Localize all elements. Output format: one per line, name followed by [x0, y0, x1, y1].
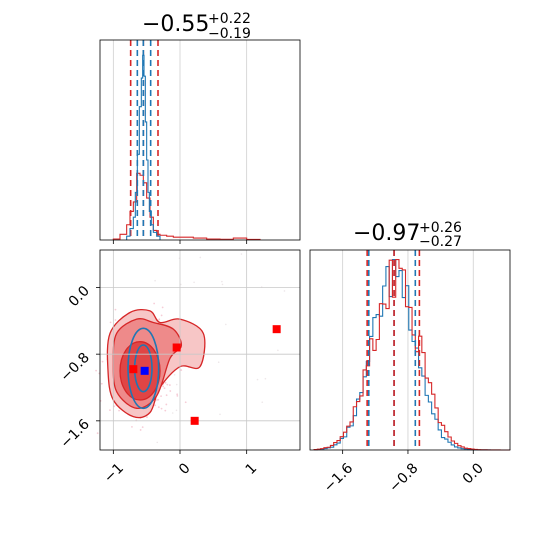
scatter-point	[162, 385, 165, 388]
scatter-point-sparse	[240, 253, 243, 255]
scatter-point	[168, 384, 171, 386]
scatter-point-sparse	[221, 283, 224, 286]
contour-blue-outer	[127, 327, 160, 410]
scatter-point-sparse	[261, 401, 264, 403]
top-left-histogram-panel	[99, 39, 301, 244]
scatter-point	[95, 369, 97, 372]
bl-x-tick-label-0: −1	[101, 460, 127, 486]
bl-y-tick-label-1: −0.8	[57, 350, 92, 385]
right-histogram-title-sub: −0.27	[419, 234, 462, 250]
bl-y-tick-label-2: −1.6	[57, 416, 92, 451]
scatter-point	[141, 426, 144, 428]
scatter-point	[169, 390, 172, 392]
scatter-point	[176, 394, 179, 397]
scatter-point	[146, 416, 148, 418]
scatter-point	[160, 314, 163, 317]
scatter-point-sparse	[173, 374, 176, 376]
bottom-right-histogram-panel: −1.6 −0.8 0.0	[309, 249, 511, 496]
red-marker-1	[129, 365, 138, 374]
scatter-point-sparse	[256, 378, 259, 381]
scatter-point	[96, 432, 99, 435]
scatter-point	[157, 406, 160, 409]
scatter-point	[109, 321, 112, 324]
top-histogram-title-sup: +0.22	[208, 11, 251, 27]
br-hist-series-0	[313, 258, 510, 451]
scatter-point	[158, 318, 161, 321]
scatter-point-sparse	[277, 349, 279, 352]
contour-level-inner	[119, 341, 161, 401]
bl-y-tick-label-0: 0.0	[66, 283, 93, 310]
scatter-point-sparse	[171, 412, 174, 414]
scatter-point	[164, 381, 167, 384]
scatter-point	[100, 382, 103, 385]
scatter-point	[160, 407, 163, 410]
scatter-point	[118, 409, 120, 412]
scatter-point	[139, 429, 142, 431]
red-marker-0	[172, 343, 181, 352]
bl-frame	[99, 249, 301, 451]
scatter-point-sparse	[175, 409, 178, 412]
red-marker-2	[190, 416, 199, 425]
blue-marker	[140, 366, 149, 375]
scatter-point	[160, 395, 162, 397]
br-hist-series-1	[313, 258, 511, 451]
scatter-point	[101, 360, 104, 363]
scatter-point	[154, 404, 157, 407]
scatter-point	[114, 319, 117, 321]
scatter-point-sparse	[219, 413, 221, 416]
bl-x-tick-label-2: 1	[243, 460, 261, 478]
scatter-point	[180, 369, 183, 371]
bottom-left-contour-panel: −1 0 1 0.0 −0.8 −1.6	[57, 249, 301, 486]
right-histogram-title-sup: +0.26	[419, 220, 462, 236]
scatter-point	[157, 398, 160, 401]
top-frame	[99, 39, 301, 241]
scatter-point	[156, 399, 158, 401]
br-x-tick-label-2: 0.0	[460, 460, 487, 487]
br-frame	[309, 249, 511, 451]
scatter-point-sparse	[154, 279, 156, 282]
scatter-point	[161, 306, 164, 309]
scatter-point-sparse	[283, 290, 286, 292]
scatter-point-sparse	[264, 377, 267, 380]
scatter-point	[109, 409, 111, 412]
scatter-point-sparse	[225, 323, 227, 326]
scatter-point-sparse	[221, 280, 223, 283]
bl-x-tick-label-1: 0	[176, 460, 194, 478]
scatter-point	[176, 393, 179, 396]
scatter-point	[164, 409, 167, 412]
scatter-point	[165, 403, 168, 406]
br-x-tick-label-0: −1.6	[321, 460, 356, 495]
right-histogram-title-main: −0.97	[353, 221, 420, 246]
scatter-point	[184, 401, 187, 404]
scatter-point-sparse	[156, 441, 159, 444]
top-histogram-title-sub: −0.19	[208, 26, 251, 42]
red-marker-3	[272, 325, 281, 334]
scatter-point-sparse	[199, 256, 202, 259]
scatter-point-sparse	[193, 281, 195, 284]
top-histogram-title-main: −0.55	[142, 12, 209, 37]
scatter-point	[165, 394, 168, 397]
scatter-point	[131, 426, 133, 428]
scatter-point	[163, 387, 166, 390]
scatter-point-sparse	[175, 383, 178, 386]
scatter-point	[166, 383, 169, 386]
br-x-tick-label-1: −0.8	[386, 460, 421, 495]
scatter-point-sparse	[217, 361, 220, 364]
scatter-point	[153, 302, 156, 305]
scatter-point	[114, 308, 117, 311]
